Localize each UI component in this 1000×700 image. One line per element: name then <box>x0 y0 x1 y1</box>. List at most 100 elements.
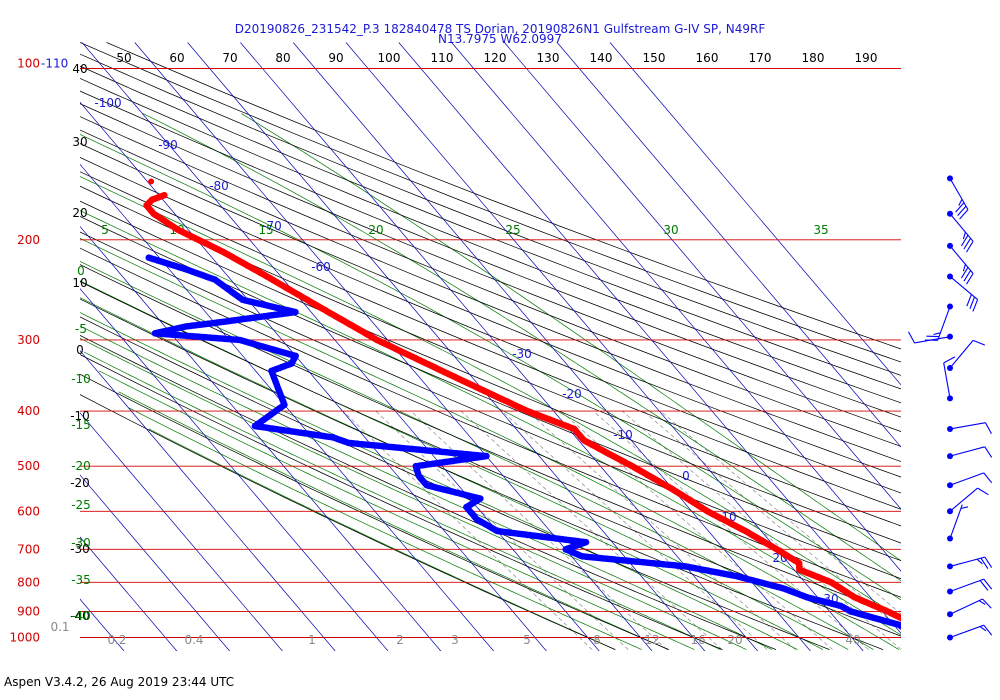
mixing-ratio-line <box>375 410 629 650</box>
isotherm-label: -30 <box>512 347 532 361</box>
dewpoint-point <box>901 625 908 632</box>
wind-barb <box>947 273 979 312</box>
left-axis-label: -20 <box>70 476 90 490</box>
moist-adiabat-line <box>142 113 901 582</box>
temperature-point <box>902 617 909 624</box>
pressure-label: 800 <box>17 575 40 589</box>
moist-adiabat-left-label: -5 <box>75 322 87 336</box>
wind-barb-feather <box>972 299 979 312</box>
temperature-point <box>936 633 943 640</box>
top-axis-label: 180 <box>802 51 825 65</box>
wind-barb-feather <box>959 209 969 220</box>
wind-barb <box>947 598 992 618</box>
wind-barb-feather <box>982 598 992 609</box>
wind-barb-feather <box>978 600 986 605</box>
moist-adiabat-left-label: -20 <box>71 459 91 473</box>
dry-adiabat-line <box>80 200 901 544</box>
wind-barb <box>947 210 974 253</box>
moist-adiabat-line <box>80 237 900 650</box>
wind-barb <box>947 175 969 220</box>
wind-barb-feather <box>943 356 956 364</box>
isotherm-line <box>345 42 864 651</box>
isotherm-label: 0 <box>682 469 690 483</box>
temperature-point <box>916 623 923 630</box>
footer-version-text: Aspen V3.4.2, 26 Aug 2019 23:44 UTC <box>4 675 235 689</box>
wind-barb-feather <box>966 273 974 285</box>
wind-barb-staff <box>949 422 986 430</box>
mixing-ratio-label: 16 <box>690 633 705 647</box>
dry-adiabat-line <box>80 264 901 617</box>
dry-adiabat-line <box>80 335 777 650</box>
isotherm-line <box>187 42 706 651</box>
wind-barb-feather <box>962 231 966 240</box>
top-axis-label: 50 <box>116 51 131 65</box>
wind-barb-staff <box>949 472 984 486</box>
dewpoint-point <box>912 632 919 639</box>
wind-barb-staff <box>937 306 951 341</box>
wind-barb-staff <box>949 487 978 512</box>
pressure-label: 400 <box>17 404 40 418</box>
moist-adiabat-left-label: -40 <box>71 609 91 623</box>
dewpoint-point <box>905 627 912 634</box>
wind-barb-staff <box>914 336 951 344</box>
wind-barb-staff <box>949 556 985 567</box>
dry-adiabat-line <box>80 394 616 650</box>
isotherm-label: -80 <box>209 179 229 193</box>
left-axis-label: 20 <box>72 206 87 220</box>
isotherm-label: 40 <box>845 633 860 647</box>
temperature-point <box>148 178 155 185</box>
isotherm-label: -90 <box>158 138 178 152</box>
moist-adiabat-label: 30 <box>663 223 678 237</box>
wind-barb-staff <box>949 276 978 301</box>
left-axis-label: 10 <box>72 276 87 290</box>
isotherm-line <box>451 42 901 572</box>
isotherm-line <box>80 474 231 651</box>
mixing-ratio-label: 20 <box>727 633 742 647</box>
chart-title-line-2: N13.7975 W62.0997 <box>438 32 562 46</box>
moist-adiabat-line <box>241 113 901 562</box>
dry-adiabat-line <box>80 215 901 562</box>
moist-adiabat-left-label: -10 <box>71 372 91 386</box>
temperature-point <box>940 635 947 642</box>
mixing-ratio-label: 5 <box>523 633 531 647</box>
wind-barb-staff <box>949 178 969 210</box>
moist-adiabat-line <box>83 351 721 650</box>
wind-barb <box>947 487 989 515</box>
isotherm-label: -60 <box>311 260 331 274</box>
moist-adiabat-line <box>128 407 642 650</box>
isotherm-line <box>609 42 901 386</box>
moist-adiabat-label: 35 <box>813 223 828 237</box>
wind-barb-staff <box>949 213 974 242</box>
top-axis-label: 90 <box>328 51 343 65</box>
wind-barb-feather <box>983 578 993 590</box>
temperature-point <box>912 622 919 629</box>
isotherm-line <box>398 42 901 634</box>
dry-adiabat-line <box>80 103 901 432</box>
temperature-point <box>934 632 941 639</box>
isotherm-line <box>0 43 27 662</box>
temperature-point <box>900 616 901 622</box>
wind-barb-feather <box>977 487 989 496</box>
mixing-ratio-label: 3 <box>451 633 459 647</box>
pressure-label: 100 <box>17 57 40 71</box>
wind-barb-feather <box>933 332 941 336</box>
isotherm-label: -20 <box>562 387 582 401</box>
mixing-ratio-line <box>501 410 768 650</box>
dry-adiabat-line <box>80 247 901 598</box>
wind-barb-staff <box>949 245 974 274</box>
wind-barb-staff <box>949 578 984 592</box>
wind-barb-feather <box>979 626 987 632</box>
mixing-ratio-label: 0.4 <box>184 633 203 647</box>
wind-barb-feather <box>960 267 969 279</box>
moist-adiabat-line <box>80 337 747 650</box>
wind-barb-feather <box>958 198 963 206</box>
dry-adiabat-line <box>80 185 901 527</box>
moist-adiabat-left-label: -30 <box>71 536 91 550</box>
left-axis-label: 40 <box>72 62 87 76</box>
isotherm-line <box>240 42 759 651</box>
temperature-point <box>928 629 935 636</box>
wind-barb-feather <box>985 422 992 435</box>
dewpoint-point <box>910 631 917 638</box>
temperature-point <box>922 626 929 633</box>
